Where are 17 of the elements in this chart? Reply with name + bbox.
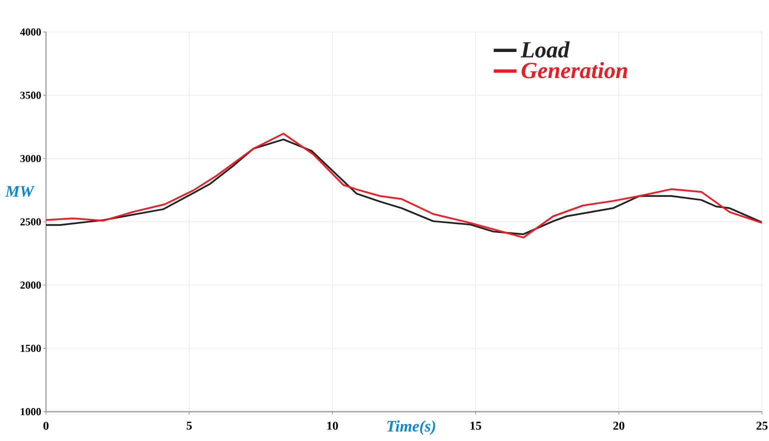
y-tick-label: 1500: [20, 344, 41, 352]
y-tick-label: 4000: [20, 28, 41, 36]
x-tick-label: 25: [756, 422, 768, 430]
x-tick-label: 15: [470, 422, 482, 430]
y-tick-label: 2500: [20, 218, 41, 226]
y-tick-label: 3500: [20, 92, 41, 99]
legend-label: Generation: [522, 62, 628, 78]
legend-label: Load: [520, 41, 570, 58]
x-tick-label: 10: [327, 422, 338, 430]
y-tick-label: 3000: [20, 154, 41, 162]
y-tick-label: 1000: [20, 408, 41, 416]
x-axis-title: Time(s): [387, 420, 436, 435]
x-tick-label: 20: [613, 422, 624, 430]
y-tick-label: 2000: [20, 282, 41, 289]
x-tick-label: 0: [43, 422, 49, 430]
x-tick-label: 5: [186, 422, 192, 430]
y-axis-title: MW: [5, 186, 35, 197]
